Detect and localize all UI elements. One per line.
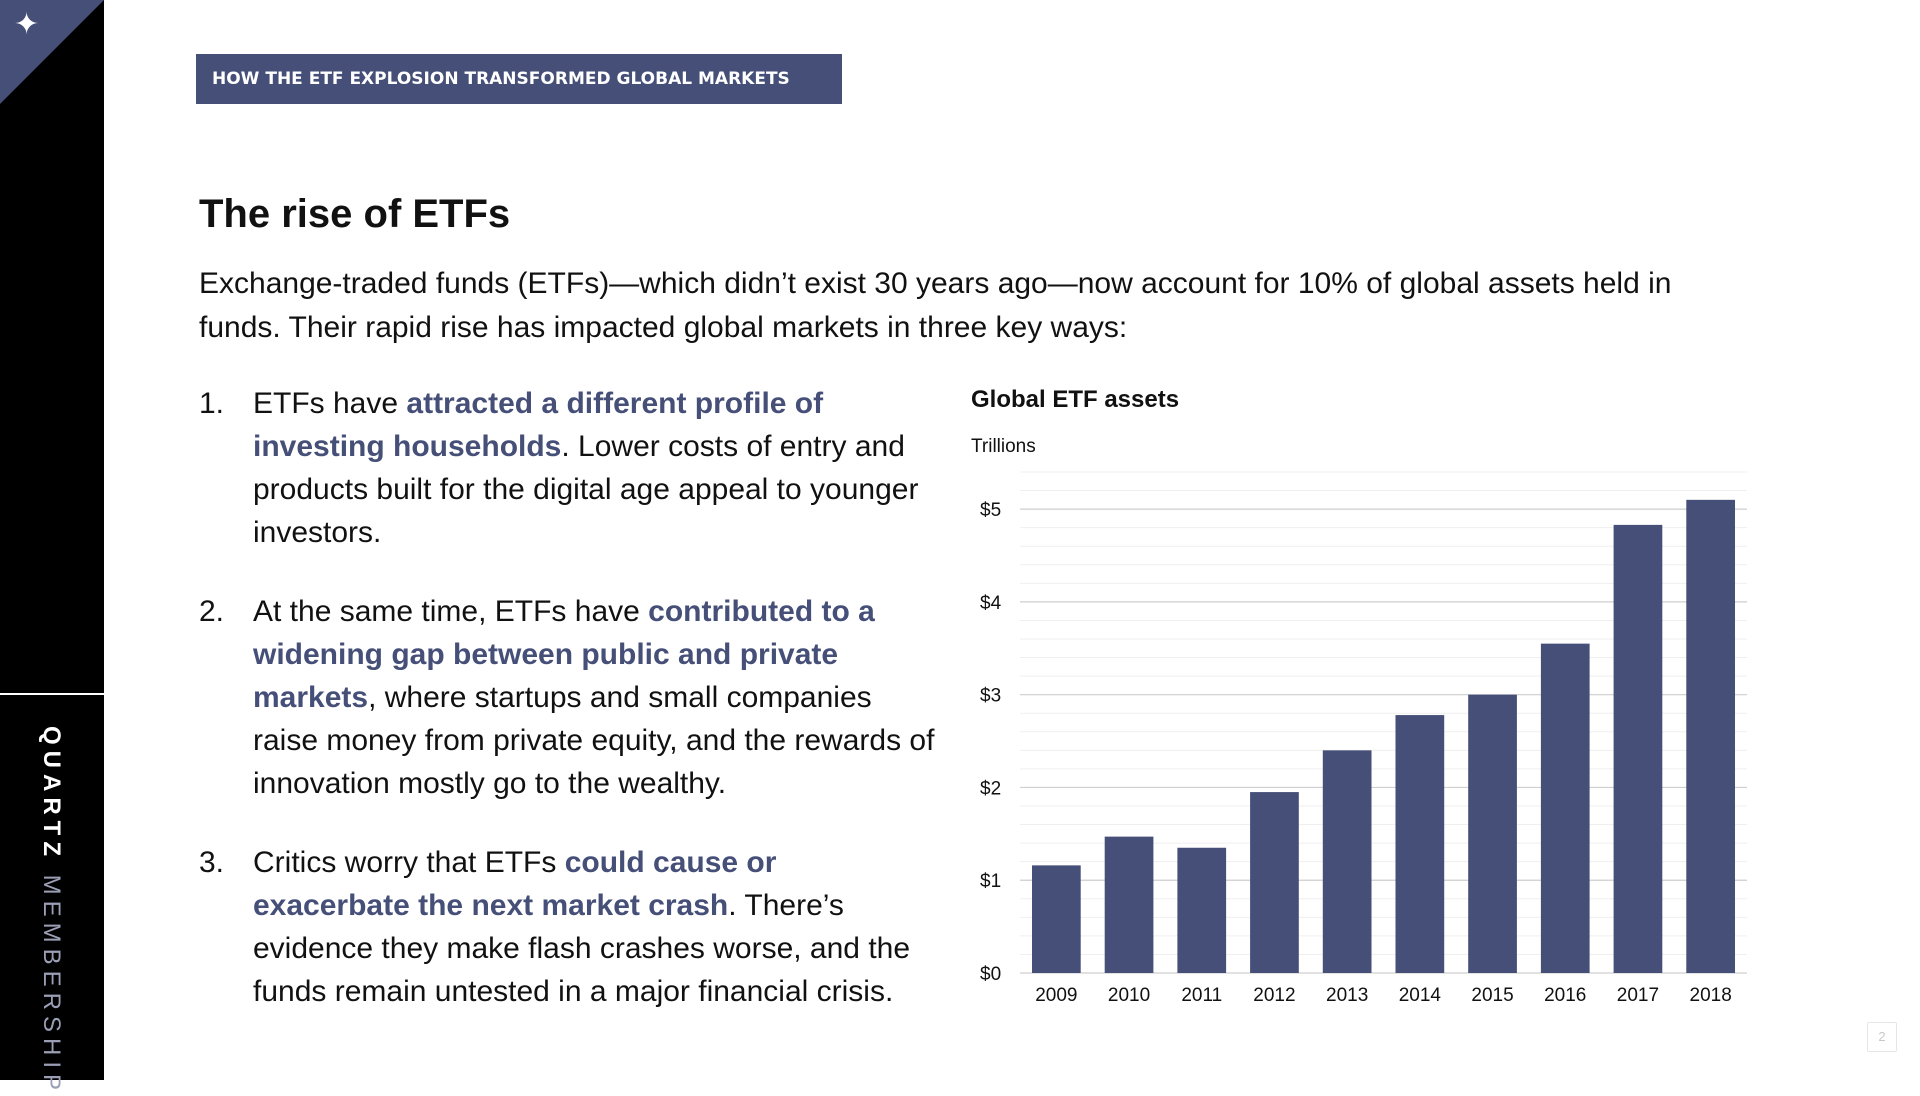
- intro-paragraph: Exchange-traded funds (ETFs)—which didn’…: [199, 267, 1672, 344]
- y-tick-label: $1: [980, 871, 1001, 892]
- x-tick-label: 2013: [1326, 985, 1368, 1006]
- x-tick-label: 2018: [1690, 985, 1732, 1006]
- y-tick-label: $4: [980, 593, 1002, 614]
- point-text: . Lower costs of entry and products buil…: [253, 430, 919, 549]
- point-emphasis: attracted a different profile of investi…: [253, 387, 824, 463]
- key-points-list: 1. ETFs have attracted a different profil…: [199, 382, 939, 1013]
- brand-bold: QUARTZ: [38, 726, 65, 862]
- page-number: 2: [1867, 1022, 1897, 1052]
- x-tick-label: 2011: [1181, 985, 1222, 1006]
- point-number: 2.: [199, 595, 225, 628]
- x-tick-label: 2009: [1035, 985, 1077, 1006]
- point-emphasis: could cause or exacerbate the next marke…: [253, 846, 777, 922]
- chart-title: Global ETF assets: [971, 386, 1180, 413]
- sidebar: ✦ QUARTZ MEMBERSHIP: [0, 0, 104, 1096]
- bar-2011: [1177, 847, 1227, 973]
- brand-logo: QUARTZ MEMBERSHIP: [38, 726, 65, 1096]
- star-icon: ✦: [14, 7, 40, 42]
- bar-2017: [1613, 524, 1663, 973]
- point-number: 1.: [199, 387, 225, 420]
- point-text: At the same time, ETFs have: [253, 595, 649, 628]
- bar-2014: [1395, 715, 1445, 973]
- key-point-2: 2. At the same time, ETFs have contribute…: [199, 590, 939, 805]
- brand-light: MEMBERSHIP: [38, 874, 65, 1096]
- x-tick-label: 2015: [1471, 985, 1513, 1006]
- point-text: ETFs have: [253, 387, 407, 420]
- bar-2010: [1104, 836, 1154, 973]
- etf-assets-bar-chart: $0 $1 $2 $3 $4 $5 2009 2010 2011 2012 2013 2014 2015…: [980, 471, 1747, 1006]
- point-number: 3.: [199, 846, 225, 879]
- y-tick-label: $3: [980, 686, 1001, 707]
- point-text: . There’s evidence they make flash crash…: [253, 889, 911, 1008]
- x-tick-label: 2010: [1108, 985, 1150, 1006]
- sidebar-divider: [0, 693, 104, 695]
- point-text: , where startups and small companies rai…: [253, 681, 935, 800]
- chart-unit-label: Trillions: [971, 436, 1036, 457]
- bar-2018: [1686, 499, 1736, 973]
- corner-flag: [0, 0, 104, 104]
- bar-2013: [1322, 750, 1372, 973]
- bar-2012: [1250, 792, 1299, 973]
- bar-2009: [1031, 865, 1081, 973]
- x-tick-label: 2012: [1253, 985, 1295, 1006]
- key-point-1: 1. ETFs have attracted a different profil…: [199, 382, 939, 554]
- y-tick-label: $2: [980, 778, 1001, 799]
- section-banner: HOW THE ETF EXPLOSION TRANSFORMED GLOBAL…: [196, 54, 842, 104]
- x-tick-label: 2016: [1544, 985, 1586, 1006]
- key-point-3: 3. Critics worry that ETFs could cause or…: [199, 841, 939, 1013]
- bar-2015: [1468, 694, 1517, 973]
- point-text: Critics worry that ETFs: [253, 846, 565, 879]
- x-tick-label: 2014: [1399, 985, 1442, 1006]
- y-tick-label: $0: [980, 964, 1001, 985]
- y-tick-label: $5: [980, 500, 1001, 521]
- point-emphasis: contributed to a widening gap between pu…: [253, 595, 875, 714]
- bar-2016: [1540, 643, 1590, 973]
- page-title: The rise of ETFs: [199, 192, 511, 236]
- x-tick-label: 2017: [1617, 985, 1659, 1006]
